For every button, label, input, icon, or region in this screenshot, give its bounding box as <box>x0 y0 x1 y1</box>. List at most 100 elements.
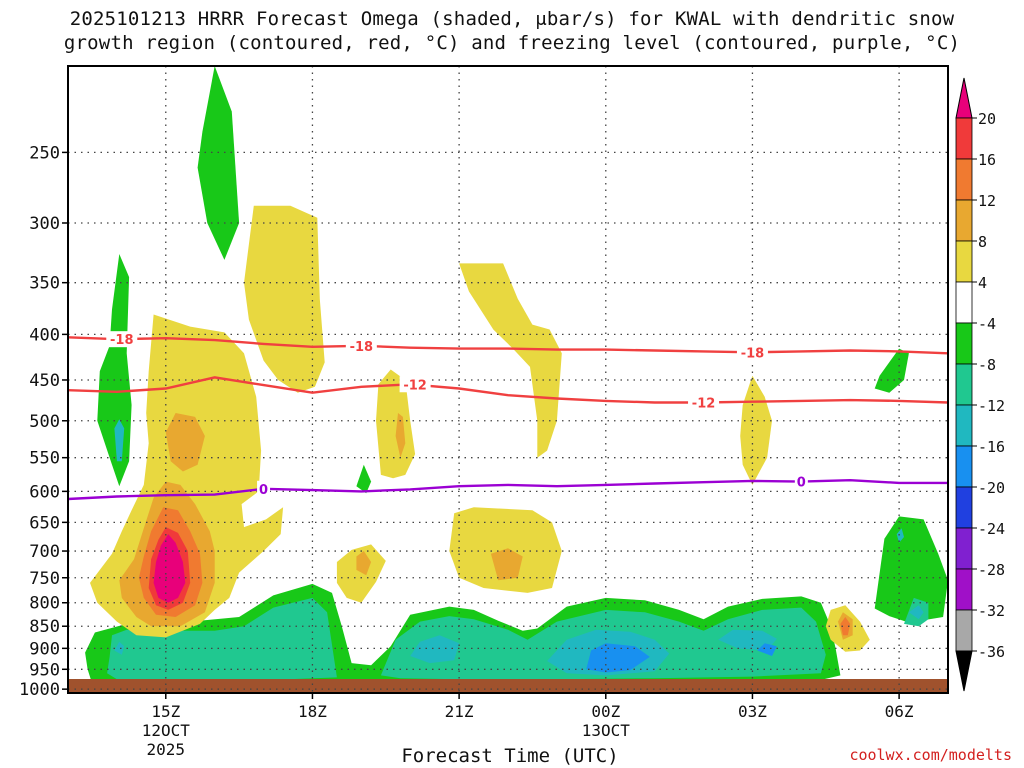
contour-label-bg-dgz-minus18-0 <box>106 331 138 348</box>
source-credit: coolwx.com/modelts <box>849 746 1012 764</box>
contour-dgz-minus12 <box>67 376 949 404</box>
y-tick-label-250: 250 <box>29 143 60 163</box>
contour-label-dgz-minus18-1: -18 <box>350 340 374 355</box>
x-axis-title: Forecast Time (UTC) <box>401 745 619 767</box>
y-tick-label-850: 850 <box>29 617 60 637</box>
colorbar-bin-11 <box>955 568 973 611</box>
chart-title-line1: 2025101213 HRRR Forecast Omega (shaded, … <box>69 8 955 30</box>
chart-title-line2: growth region (contoured, red, °C) and f… <box>63 32 961 54</box>
contour-label-bg-dgz-minus12-0 <box>399 376 431 393</box>
omega-region-0-1 <box>97 254 132 487</box>
colorbar-bin-5 <box>955 322 973 365</box>
colorbar-bin-6 <box>955 363 973 406</box>
omega-region-6-1 <box>840 617 851 636</box>
colorbar-bin-9 <box>955 486 973 529</box>
y-axis: 2503003504004505005506006507007508008509… <box>19 143 68 700</box>
omega-region-5-4 <box>356 551 372 576</box>
colorbar-label-8: -16 <box>978 438 1005 456</box>
colorbar-label-13: -36 <box>978 643 1005 661</box>
x-tick-label-5-0: 18Z <box>298 702 327 721</box>
y-tick-label-950: 950 <box>29 660 60 680</box>
omega-region-1-0 <box>107 597 337 680</box>
contour-label-bg-dgz-minus18-2 <box>736 344 768 361</box>
omega-region-2-1 <box>114 641 125 655</box>
x-tick-label-11-1: 13OCT <box>582 721 631 740</box>
colorbar-bin-12 <box>955 609 973 652</box>
omega-region-0-0 <box>197 66 240 260</box>
colorbar-bin-1 <box>955 158 973 201</box>
y-tick-label-600: 600 <box>29 482 60 502</box>
colorbar-label-11: -28 <box>978 561 1005 579</box>
x-tick-label-17-0: 06Z <box>885 702 914 721</box>
omega-region-5-1 <box>165 413 205 472</box>
omega-region-0-4 <box>874 516 948 623</box>
y-tick-label-800: 800 <box>29 594 60 614</box>
colorbar-label-0: 20 <box>978 110 996 128</box>
y-tick-label-500: 500 <box>29 412 60 432</box>
colorbar-label-5: -4 <box>978 315 996 333</box>
contour-dgz-minus18 <box>67 336 949 355</box>
contour-label-dgz-minus18-0: -18 <box>110 333 134 348</box>
colorbar-bin-4 <box>955 281 973 324</box>
colorbar-top-triangle <box>955 77 973 119</box>
y-tick-label-350: 350 <box>29 274 60 294</box>
omega-region-4-6 <box>740 375 772 485</box>
y-tick-label-900: 900 <box>29 639 60 659</box>
colorbar-label-9: -20 <box>978 479 1005 497</box>
colorbar-bin-10 <box>955 527 973 570</box>
grid-lines <box>68 66 948 693</box>
omega-region-2-2 <box>410 635 460 664</box>
omega-shaded-regions <box>85 66 948 687</box>
omega-region-0-5 <box>874 348 909 393</box>
colorbar-label-4: 4 <box>978 274 987 292</box>
contour-label-bg-freezing-0-1 <box>794 473 808 490</box>
colorbar: 20 16 12 8 4 -4 -8 -12 -16 -20 -24 -28 -32 -36 <box>955 77 1005 692</box>
omega-region-2-5 <box>908 605 924 620</box>
contour-label-bg-dgz-minus12-1 <box>688 394 720 411</box>
colorbar-label-10: -24 <box>978 520 1005 538</box>
colorbar-bin-0 <box>955 117 973 160</box>
omega-region-2-0 <box>114 419 125 462</box>
omega-region-2-6 <box>896 528 904 543</box>
contour-label-bg-dgz-minus18-1 <box>345 337 377 354</box>
omega-region-4-2 <box>376 369 416 479</box>
omega-region-4-1 <box>244 205 325 393</box>
colorbar-label-6: -8 <box>978 356 996 374</box>
ground-bar <box>68 679 948 693</box>
contour-label-dgz-minus12-1: -12 <box>692 397 716 412</box>
colorbar-label-3: 8 <box>978 233 987 251</box>
y-tick-label-1000: 1000 <box>19 680 60 700</box>
y-tick-label-650: 650 <box>29 513 60 533</box>
y-tick-label-700: 700 <box>29 542 60 562</box>
x-tick-label-2-1: 12OCT <box>142 721 191 740</box>
omega-region-2-4 <box>718 629 777 651</box>
omega-region-3-0 <box>586 643 650 673</box>
omega-region-4-5 <box>336 544 386 603</box>
contour-label-freezing-0-0: 0 <box>259 483 268 498</box>
colorbar-bin-7 <box>955 404 973 447</box>
y-tick-label-750: 750 <box>29 569 60 589</box>
contour-label-bg-freezing-0-0 <box>257 480 271 497</box>
y-tick-label-400: 400 <box>29 325 60 345</box>
omega-region-8-0 <box>153 534 186 603</box>
colorbar-bottom-triangle <box>955 650 973 692</box>
x-tick-label-14-0: 03Z <box>738 702 767 721</box>
x-tick-label-2-2: 2025 <box>147 740 186 759</box>
x-tick-label-8-0: 21Z <box>445 702 474 721</box>
colorbar-bin-8 <box>955 445 973 488</box>
x-tick-label-2-0: 15Z <box>151 702 180 721</box>
contour-label-freezing-0-1: 0 <box>797 476 806 491</box>
omega-region-4-3 <box>459 263 562 458</box>
contour-label-dgz-minus12-0: -12 <box>403 378 427 393</box>
x-tick-label-11-0: 00Z <box>591 702 620 721</box>
y-tick-label-550: 550 <box>29 449 60 469</box>
y-tick-label-300: 300 <box>29 214 60 234</box>
omega-region-0-2 <box>356 464 372 494</box>
omega-region-5-3 <box>490 548 523 581</box>
colorbar-bin-3 <box>955 240 973 283</box>
contour-label-dgz-minus18-2: -18 <box>741 346 765 361</box>
colorbar-label-2: 12 <box>978 192 996 210</box>
y-tick-label-450: 450 <box>29 371 60 391</box>
